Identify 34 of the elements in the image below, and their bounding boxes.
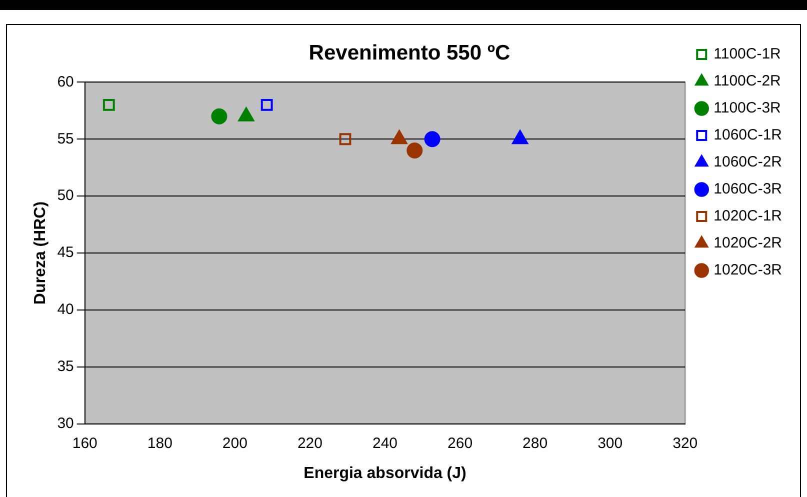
legend-label: 1060C-1R: [714, 126, 782, 144]
point: [260, 99, 273, 111]
x-tick-label: 160: [72, 434, 98, 452]
x-tick-label: 280: [522, 434, 548, 452]
x-tick-label: 180: [147, 434, 172, 452]
x-tick-label: 300: [598, 434, 623, 452]
x-tick-label: 200: [222, 434, 248, 452]
y-tick-label: 55: [57, 130, 74, 148]
y-tick-label: 50: [57, 187, 74, 204]
x-tick-label: 260: [448, 434, 473, 452]
point: [424, 131, 440, 148]
x-tick-label: 240: [372, 434, 398, 452]
y-tick-label: 60: [57, 73, 74, 90]
legend-label: 1100C-1R: [714, 46, 782, 63]
y-tick-label: 35: [57, 358, 74, 376]
legend-label: 1060C-2R: [714, 154, 782, 171]
legend-label: 1020C-3R: [714, 262, 782, 279]
legend-label: 1020C-1R: [714, 208, 782, 225]
point: [211, 108, 228, 124]
chart-title: Revenimento 550 ºC: [308, 41, 510, 64]
x-tick-label: 320: [672, 434, 698, 452]
point: [102, 99, 115, 111]
x-axis-title: Energia absorvida (J): [304, 464, 466, 482]
legend-label: 1100C-3R: [714, 100, 782, 117]
y-tick-label: 40: [57, 301, 74, 318]
point: [339, 133, 352, 146]
x-tick-label: 220: [297, 434, 322, 452]
y-tick-label: 45: [57, 244, 74, 262]
legend-label: 1020C-2R: [714, 234, 782, 252]
y-axis-title: Dureza (HRC): [32, 201, 50, 305]
y-tick-label: 30: [57, 414, 74, 432]
legend-label: 1100C-2R: [714, 72, 782, 90]
legend-label: 1060C-3R: [714, 180, 782, 198]
point: [406, 142, 423, 159]
